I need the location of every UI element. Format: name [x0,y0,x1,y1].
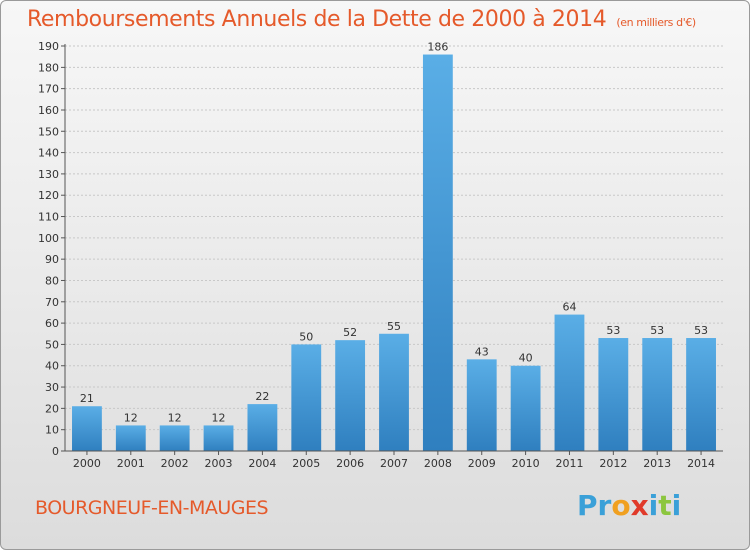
bars: 21 12 12 12 22 50 52 55 186 43 40 64 53 53 53 [72,41,716,452]
x-tick-label: 2014 [687,457,715,470]
bar-2014[interactable] [686,338,716,451]
y-tick-label: 110 [38,211,59,224]
chart-title: Remboursements Annuels de la Dette de 20… [27,7,696,32]
logo-letter: x [630,489,649,522]
y-tick-label: 160 [38,104,59,117]
bar-2009[interactable] [466,359,497,451]
bar-value-label: 40 [519,352,533,365]
bar-2010[interactable] [510,365,541,451]
y-tick-label: 20 [45,402,59,415]
bar-2012[interactable] [598,338,629,451]
y-tick-label: 10 [45,424,59,437]
x-tick-label: 2006 [336,457,364,470]
x-tick-label: 2001 [117,457,145,470]
bar-value-label: 43 [475,345,489,358]
bar-value-label: 50 [299,330,313,343]
bar-value-label: 21 [80,392,94,405]
logo-letter: o [611,489,631,522]
bar-value-label: 55 [387,320,401,333]
y-tick-label: 140 [38,147,59,160]
bar-value-label: 12 [124,411,138,424]
bar-value-label: 22 [255,390,269,403]
x-tick-label: 2004 [248,457,276,470]
bar-value-label: 64 [562,301,576,314]
bar-2011[interactable] [554,314,585,451]
bar-value-label: 53 [650,324,664,337]
bar-2001[interactable] [115,425,146,451]
bar-value-label: 186 [427,41,448,54]
x-tick-label: 2007 [380,457,408,470]
bar-2013[interactable] [642,338,673,451]
bar-2002[interactable] [159,425,190,451]
y-tick-label: 100 [38,232,59,245]
chart-title-text: Remboursements Annuels de la Dette de 20… [27,7,607,32]
bar-2007[interactable] [379,333,409,451]
bar-2006[interactable] [335,340,366,451]
bar-value-label: 12 [168,411,182,424]
bar-value-label: 53 [694,324,708,337]
proxiti-logo[interactable]: Proxiti [577,489,681,522]
y-tick-label: 150 [38,125,59,138]
bar-2005[interactable] [291,344,322,451]
bar-2004[interactable] [247,404,278,451]
y-tick-label: 50 [45,338,59,351]
x-tick-label: 2005 [292,457,320,470]
axes: 0 10 20 30 40 50 60 70 80 90 100 110 120 130 140 150 160… [38,40,723,470]
y-tick-label: 170 [38,83,59,96]
logo-letter: t [658,489,672,522]
y-tick-label: 90 [45,253,59,266]
y-tick-label: 120 [38,189,59,202]
x-tick-label: 2011 [555,457,583,470]
x-tick-label: 2013 [643,457,671,470]
logo-letter: P [577,489,598,522]
y-tick-label: 180 [38,61,59,74]
x-tick-label: 2000 [73,457,101,470]
bar-2000[interactable] [72,406,102,451]
y-tick-label: 70 [45,296,59,309]
logo-letter: i [648,489,659,522]
bar-2008[interactable] [422,54,453,452]
y-tick-label: 130 [38,168,59,181]
x-tick-label: 2002 [161,457,189,470]
x-tick-label: 2009 [468,457,496,470]
x-tick-label: 2008 [424,457,452,470]
bar-value-label: 52 [343,326,357,339]
x-tick-label: 2012 [599,457,627,470]
logo-letter: r [597,489,612,522]
commune-name: BOURGNEUF-EN-MAUGES [35,497,269,519]
x-tick-label: 2010 [512,457,540,470]
y-tick-label: 190 [38,40,59,53]
y-tick-label: 80 [45,274,59,287]
y-tick-label: 30 [45,381,59,394]
chart-subtitle: (en milliers d'€) [616,16,696,29]
logo-letter: i [671,489,682,522]
y-tick-label: 0 [52,445,59,458]
y-tick-label: 40 [45,360,59,373]
bar-value-label: 12 [212,411,226,424]
x-tick-label: 2003 [205,457,233,470]
y-tick-label: 60 [45,317,59,330]
bar-2003[interactable] [203,425,234,451]
bar-value-label: 53 [606,324,620,337]
